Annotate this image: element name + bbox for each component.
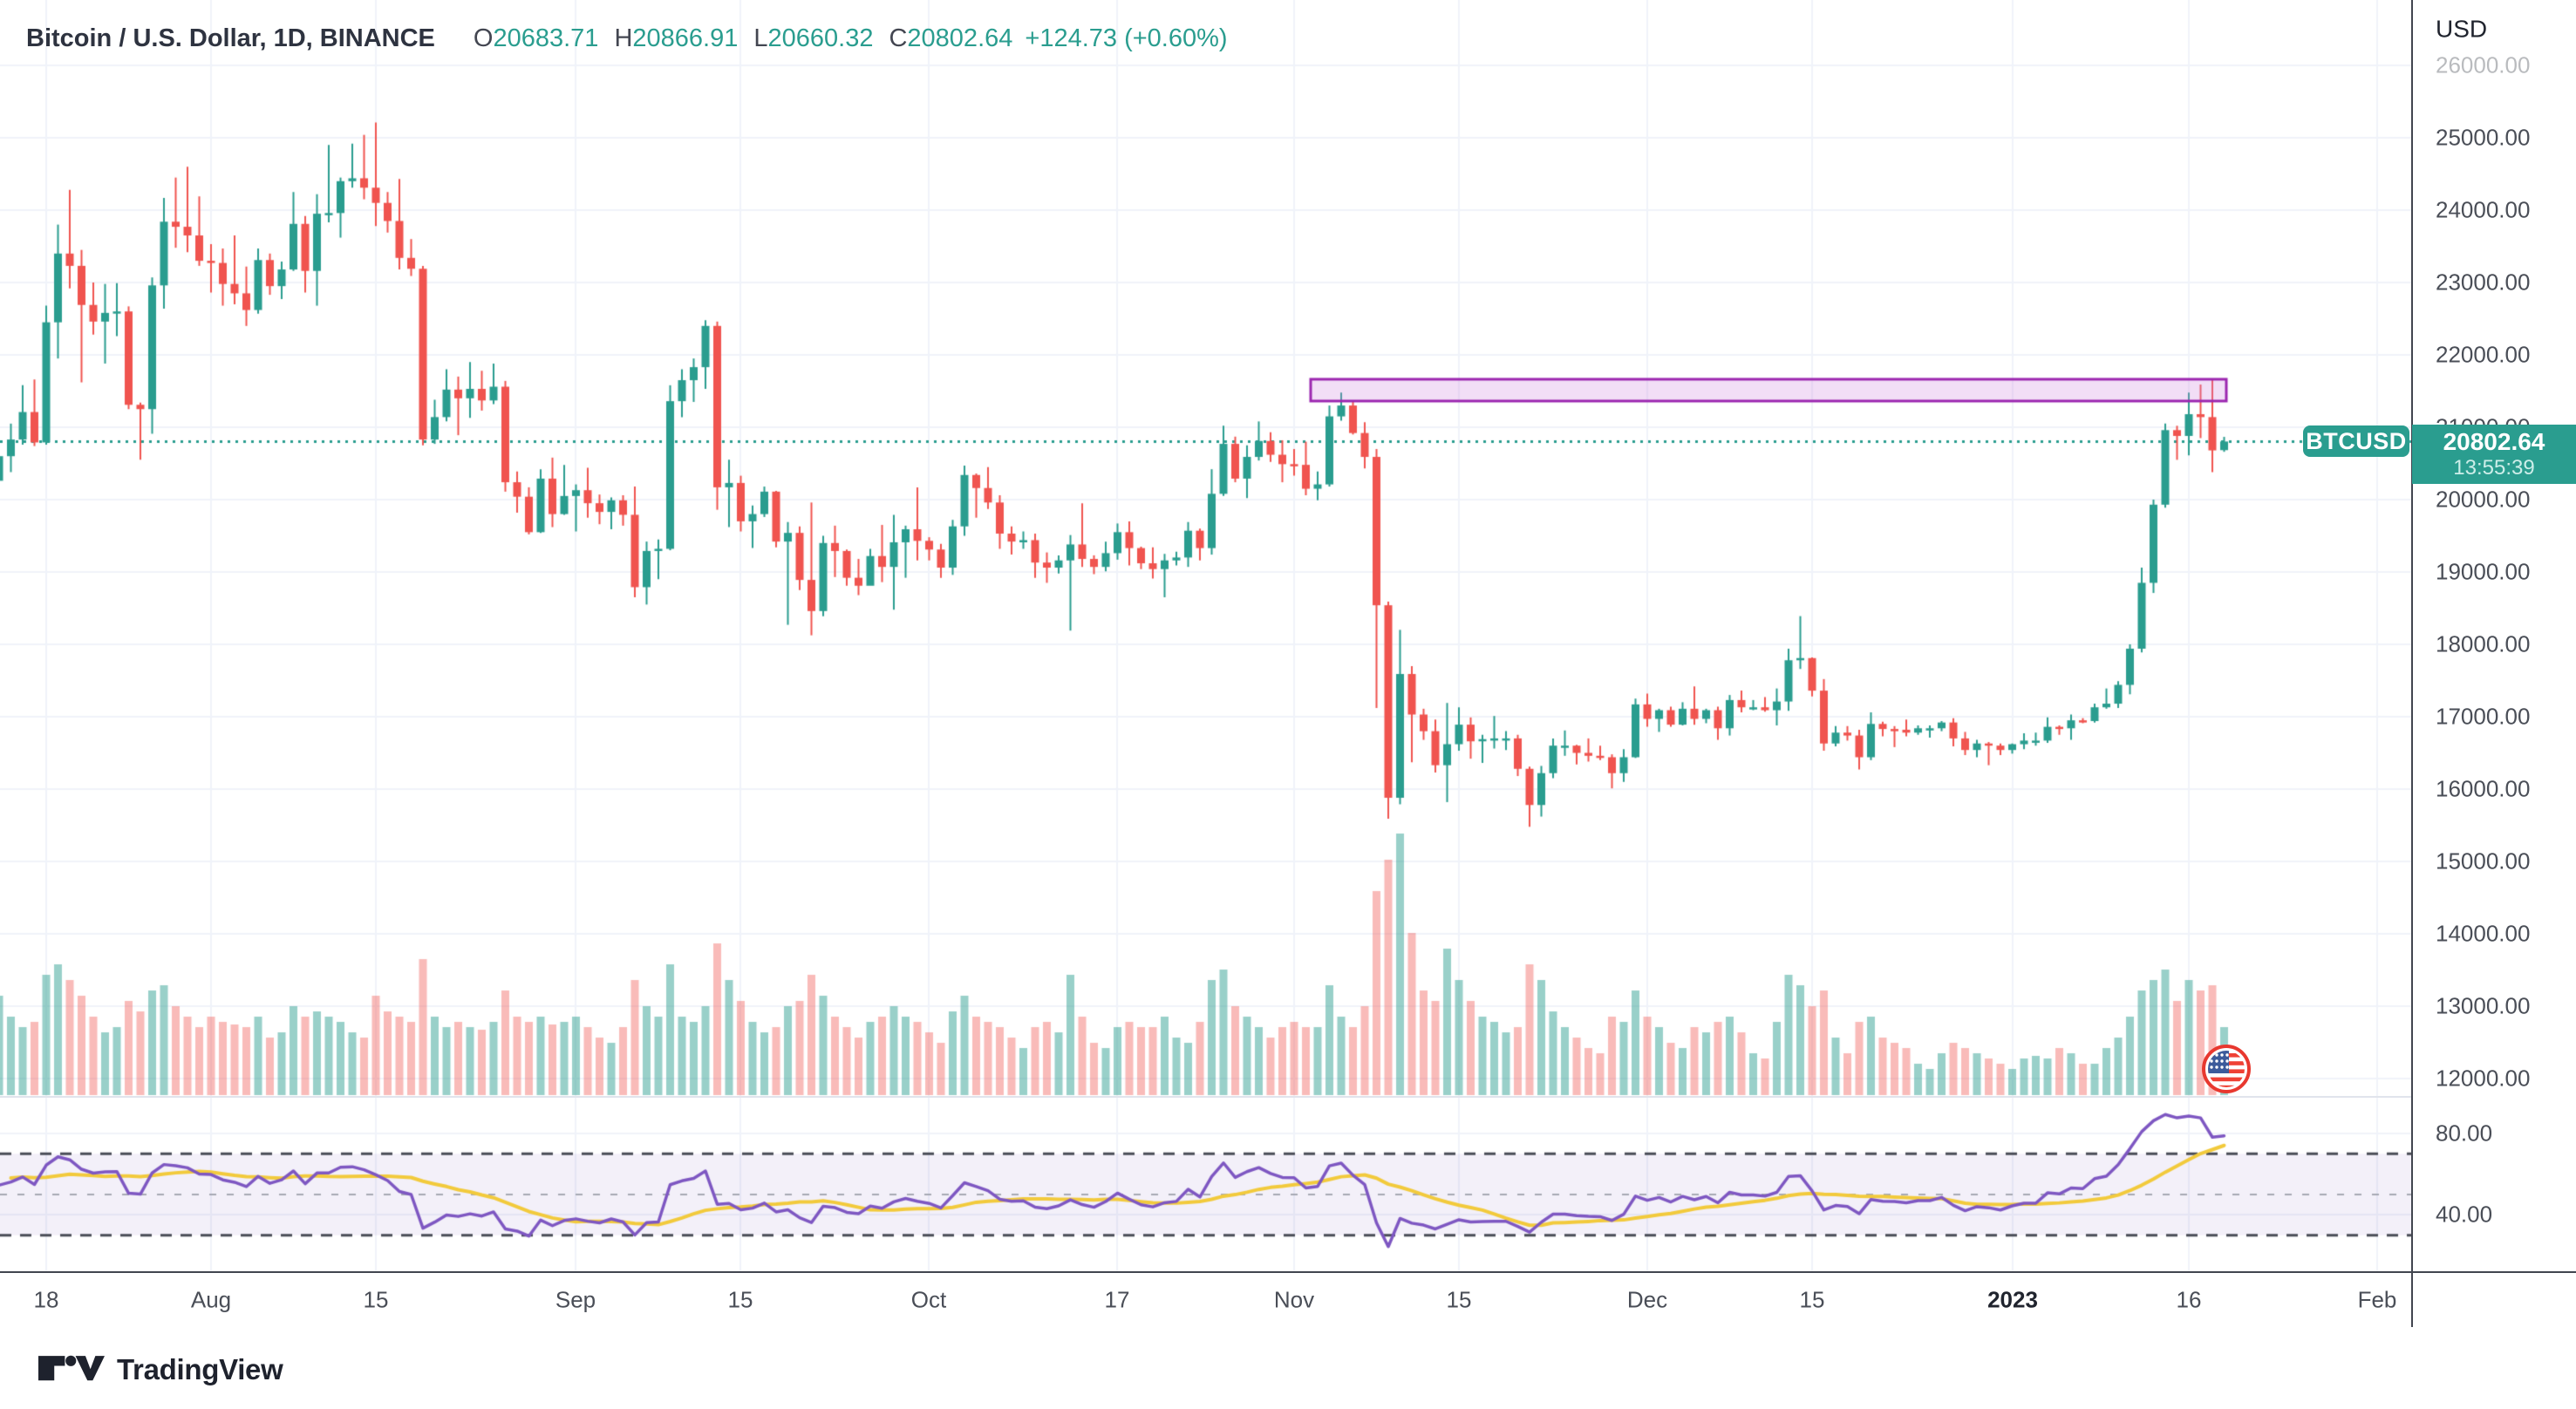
price-axis-border [2411, 0, 2413, 1327]
time-axis-label: Oct [910, 1286, 947, 1313]
change-value: +124.73 (+0.60%) [1025, 24, 1228, 52]
last-price-box: 20802.64 13:55:39 [2412, 425, 2576, 484]
time-axis-label: Aug [190, 1286, 232, 1313]
open-value: 20683.71 [493, 24, 599, 52]
time-axis-label: 15 [727, 1286, 753, 1313]
time-axis-label: Nov [1273, 1286, 1315, 1313]
price-axis-label: 22000.00 [2436, 341, 2531, 368]
time-axis-border [0, 1271, 2576, 1273]
time-axis[interactable]: 18 Aug 15 Sep 15 Oct 17 Nov 15 Dec 15 2023 16 Feb [0, 1273, 2411, 1327]
price-axis-label: 26000.00 [2436, 51, 2531, 78]
tradingview-logo-icon [38, 1351, 105, 1387]
close-label: C [889, 24, 908, 52]
time-axis-label: 16 [2176, 1286, 2202, 1313]
time-axis-label: 18 [33, 1286, 59, 1313]
price-axis-label: 17000.00 [2436, 703, 2531, 730]
countdown-timer: 13:55:39 [2453, 456, 2535, 480]
low-label: L [753, 24, 768, 52]
indicator-axis-label: 40.00 [2436, 1201, 2493, 1228]
pane-separator[interactable] [0, 1096, 2576, 1098]
price-axis-label: 23000.00 [2436, 269, 2531, 296]
close-value: 20802.64 [907, 24, 1013, 52]
low-value: 20660.32 [767, 24, 874, 52]
tradingview-logo[interactable]: TradingView [38, 1351, 283, 1387]
time-axis-label: 17 [1104, 1286, 1130, 1313]
price-axis-label: 24000.00 [2436, 196, 2531, 223]
time-axis-label: 15 [363, 1286, 389, 1313]
symbol-title[interactable]: Bitcoin / U.S. Dollar, 1D, BINANCE [26, 24, 435, 52]
time-axis-label: 2023 [1987, 1286, 2038, 1313]
price-axis-label: 15000.00 [2436, 847, 2531, 875]
symbol-badge[interactable]: BTCUSD [2303, 425, 2409, 457]
high-label: H [614, 24, 633, 52]
time-axis-label: 15 [1799, 1286, 1825, 1313]
time-axis-label: Sep [555, 1286, 596, 1313]
open-label: O [473, 24, 494, 52]
price-axis-label: 16000.00 [2436, 775, 2531, 802]
chart-legend: Bitcoin / U.S. Dollar, 1D, BINANCE O20683… [26, 24, 1228, 53]
price-axis-label: 19000.00 [2436, 558, 2531, 585]
price-axis-label: 12000.00 [2436, 1065, 2531, 1092]
time-axis-label: Dec [1626, 1286, 1668, 1313]
price-axis-label: 13000.00 [2436, 992, 2531, 1019]
price-axis-label: 18000.00 [2436, 630, 2531, 657]
price-axis-label: 25000.00 [2436, 124, 2531, 151]
price-axis[interactable]: USD 26000.00 25000.00 24000.00 23000.00 2200… [2413, 0, 2576, 1409]
tradingview-logo-text: TradingView [117, 1352, 283, 1385]
currency-label: USD [2436, 15, 2488, 43]
indicator-axis-label: 80.00 [2436, 1120, 2493, 1147]
us-flag-icon[interactable] [2202, 1045, 2251, 1093]
price-chart-canvas[interactable] [0, 0, 2411, 1271]
price-axis-label: 20000.00 [2436, 486, 2531, 513]
price-axis-label: 14000.00 [2436, 920, 2531, 947]
time-axis-label: 15 [1446, 1286, 1472, 1313]
time-axis-label: Feb [2357, 1286, 2397, 1313]
last-price-value: 20802.64 [2443, 428, 2545, 456]
high-value: 20866.91 [632, 24, 739, 52]
